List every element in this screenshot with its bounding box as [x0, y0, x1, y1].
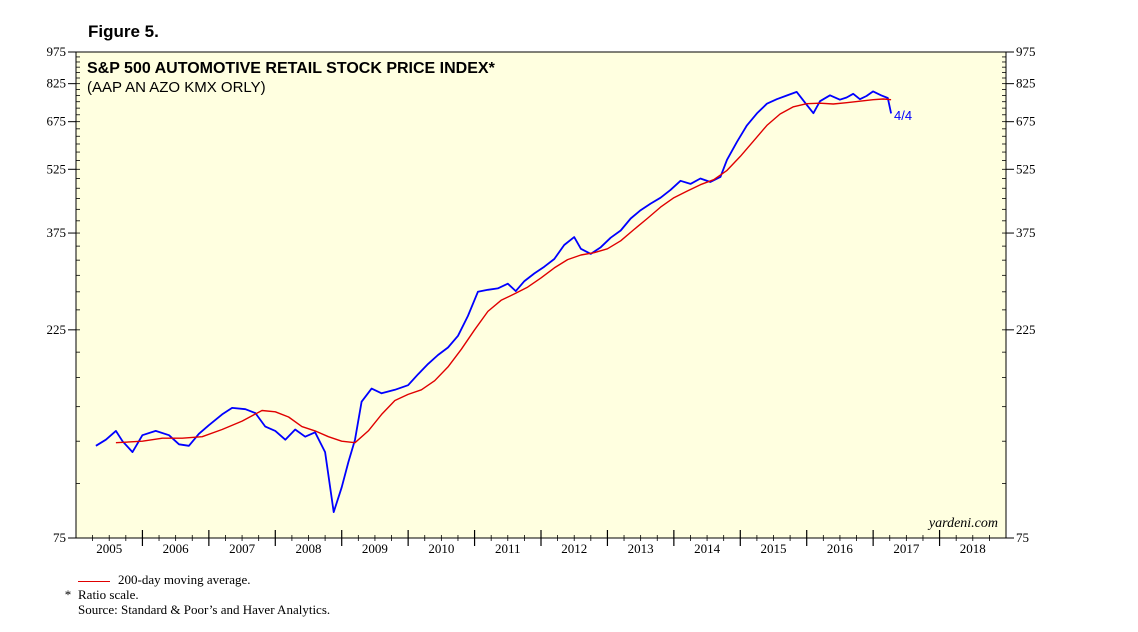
- legend-swatch-red: [78, 580, 110, 582]
- y-tick-label-right: 675: [1016, 114, 1036, 129]
- moving-average-line: [115, 98, 892, 444]
- x-tick-label: 2011: [495, 541, 521, 556]
- y-tick-label-left: 525: [47, 161, 67, 176]
- x-tick-label: 2005: [96, 541, 122, 556]
- y-tick-label-right: 975: [1016, 44, 1036, 59]
- x-tick-label: 2017: [893, 541, 920, 556]
- chart-subtitle: (AAP AN AZO KMX ORLY): [87, 79, 266, 96]
- ratio-note: * Ratio scale.: [58, 587, 330, 602]
- chart-notes: 200-day moving average. * Ratio scale. So…: [58, 572, 330, 617]
- legend-label: 200-day moving average.: [118, 572, 251, 587]
- x-tick-label: 2018: [960, 541, 986, 556]
- y-tick-label-left: 225: [47, 322, 67, 337]
- x-ticks: 2005 2006 2007 2008 2009 2010 2011 2012 2013 2014…: [92, 530, 990, 556]
- y-ticks-right: 975 825 675 525 375 225 75: [1002, 44, 1036, 545]
- x-tick-label: 2015: [761, 541, 787, 556]
- series-group: [95, 90, 892, 513]
- y-tick-label-right: 225: [1016, 322, 1036, 337]
- y-ticks-left: 975 825 675 525 375 225 75: [47, 44, 80, 545]
- y-tick-label-right: 525: [1016, 161, 1036, 176]
- figure-label: Figure 5.: [88, 22, 159, 41]
- last-date-annotation: 4/4: [894, 108, 912, 123]
- x-tick-label: 2009: [362, 541, 388, 556]
- asterisk-mark: *: [64, 587, 72, 602]
- y-tick-label-left: 975: [47, 44, 67, 59]
- y-tick-label-left: 75: [53, 530, 66, 545]
- brand-watermark: yardeni.com: [927, 516, 998, 531]
- y-tick-label-right: 375: [1016, 225, 1036, 240]
- x-tick-label: 2010: [428, 541, 454, 556]
- x-tick-label: 2007: [229, 541, 256, 556]
- y-tick-label-right: 75: [1016, 530, 1029, 545]
- source-note: Source: Standard & Poor’s and Haver Anal…: [58, 602, 330, 617]
- source-label: Source: Standard & Poor’s and Haver Anal…: [78, 602, 331, 617]
- x-tick-label: 2016: [827, 541, 854, 556]
- legend-moving-average: 200-day moving average.: [58, 572, 330, 587]
- ratio-scale-label: Ratio scale.: [78, 587, 139, 602]
- chart-title: S&P 500 AUTOMOTIVE RETAIL STOCK PRICE IN…: [87, 60, 496, 77]
- y-tick-label-left: 675: [47, 114, 67, 129]
- plot-area: [75, 51, 1007, 539]
- x-tick-label: 2013: [628, 541, 654, 556]
- x-tick-label: 2006: [163, 541, 190, 556]
- index-line: [95, 90, 892, 513]
- x-tick-label: 2012: [561, 541, 587, 556]
- x-tick-label: 2008: [296, 541, 322, 556]
- x-tick-label: 2014: [694, 541, 721, 556]
- y-tick-label-left: 825: [47, 76, 67, 91]
- y-tick-label-left: 375: [47, 225, 67, 240]
- y-tick-label-right: 825: [1016, 76, 1036, 91]
